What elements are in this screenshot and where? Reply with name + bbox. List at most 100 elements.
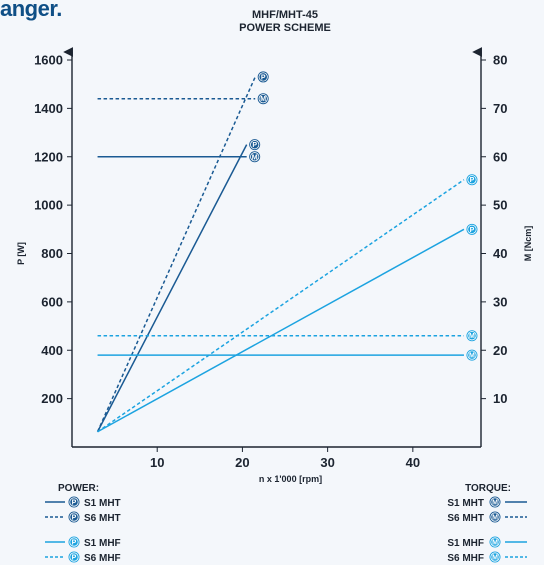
marker-letter: M <box>469 333 475 340</box>
marker-disc <box>68 536 80 548</box>
legend-torque-heading: TORQUE: <box>465 483 511 494</box>
legend-torque-marker: M <box>489 536 501 548</box>
marker-disc <box>68 496 80 508</box>
legend-power-marker: P <box>68 511 80 523</box>
y-right-tick-label: 80 <box>493 53 507 68</box>
marker-ring <box>467 175 477 185</box>
legend-torque-marker: M <box>489 511 501 523</box>
x-tick-label: 40 <box>406 455 420 470</box>
legend-power-label: S1 MHF <box>84 538 121 549</box>
y-left-tick-label: 800 <box>41 246 63 261</box>
s1-mhf-power-end-marker: P <box>466 223 478 235</box>
marker-letter: M <box>252 154 258 161</box>
s1-mhf-power-line <box>97 228 465 433</box>
marker-disc <box>489 511 501 523</box>
legend-power-marker: P <box>68 496 80 508</box>
y-right-tick-label: 30 <box>493 294 507 309</box>
marker-disc <box>68 511 80 523</box>
s6-mhf-power-line <box>97 179 465 433</box>
legend-power-label: S6 MHT <box>84 513 121 524</box>
s1-mht-torque-end-marker: M <box>249 151 261 163</box>
marker-letter: P <box>72 500 77 507</box>
marker-disc <box>466 223 478 235</box>
legend-power-label: S1 MHT <box>84 498 121 509</box>
marker-letter: P <box>72 540 77 547</box>
marker-letter: M <box>492 540 498 547</box>
legend-power-label: S6 MHF <box>84 553 121 564</box>
legend-power-marker: P <box>68 536 80 548</box>
marker-letter: M <box>492 500 498 507</box>
y-left-tick-label: 400 <box>41 343 63 358</box>
marker-ring <box>69 512 79 522</box>
marker-disc <box>257 93 269 105</box>
y-left-tick-label: 600 <box>41 294 63 309</box>
marker-ring <box>490 552 500 562</box>
marker-ring <box>258 94 268 104</box>
marker-ring <box>250 152 260 162</box>
marker-disc <box>257 71 269 83</box>
y-right-tick-label: 50 <box>493 198 507 213</box>
marker-disc <box>489 496 501 508</box>
x-tick-label: 30 <box>320 455 334 470</box>
legend-torque-label: S6 MHF <box>447 553 484 564</box>
chart-title: MHF/MHT-45 POWER SCHEME <box>230 9 340 35</box>
y-left-tick-label: 1000 <box>34 198 63 213</box>
s1-mht-power-end-marker: P <box>249 139 261 151</box>
s6-mhf-torque-end-marker: M <box>466 330 478 342</box>
y-axis-right-label: M [Ncm] <box>523 226 533 262</box>
y-left-tick-label: 1400 <box>34 101 63 116</box>
marker-letter: P <box>261 74 266 81</box>
marker-disc <box>466 349 478 361</box>
y-right-tick-label: 20 <box>493 343 507 358</box>
chart-title-line: MHF/MHT-45 <box>252 9 318 21</box>
marker-ring <box>490 512 500 522</box>
marker-disc <box>68 551 80 563</box>
marker-letter: M <box>492 555 498 562</box>
marker-ring <box>250 140 260 150</box>
legend-torque-marker: M <box>489 551 501 563</box>
legend-torque-label: S1 MHT <box>447 498 484 509</box>
marker-letter: P <box>72 555 77 562</box>
marker-ring <box>258 72 268 82</box>
marker-ring <box>467 331 477 341</box>
marker-disc <box>249 139 261 151</box>
s6-mht-power-end-marker: P <box>257 71 269 83</box>
x-tick-label: 10 <box>150 455 164 470</box>
s1-mhf-torque-end-marker: M <box>466 349 478 361</box>
marker-letter: P <box>470 177 475 184</box>
y-left-tick-label: 200 <box>41 391 63 406</box>
y-axis-left-label: P [W] <box>16 242 26 265</box>
marker-ring <box>69 537 79 547</box>
s6-mht-power-line <box>96 76 256 433</box>
y-right-tick-label: 60 <box>493 149 507 164</box>
y-left-tick-label: 1200 <box>34 149 63 164</box>
y-right-tick-label: 10 <box>493 391 507 406</box>
marker-ring <box>490 497 500 507</box>
marker-ring <box>490 537 500 547</box>
marker-disc <box>489 551 501 563</box>
brand-logo: anger. <box>0 0 62 21</box>
marker-ring <box>69 497 79 507</box>
x-tick-label: 20 <box>235 455 249 470</box>
y-right-tick-label: 70 <box>493 101 507 116</box>
marker-letter: P <box>72 515 77 522</box>
x-axis-label: n x 1'000 [rpm] <box>259 474 322 484</box>
marker-disc <box>489 536 501 548</box>
marker-ring <box>69 552 79 562</box>
marker-letter: M <box>469 353 475 360</box>
marker-letter: M <box>260 96 266 103</box>
marker-letter: P <box>470 227 475 234</box>
legend-torque-label: S6 MHT <box>447 513 484 524</box>
y-left-tick-label: 1600 <box>34 53 63 68</box>
marker-disc <box>249 151 261 163</box>
marker-letter: M <box>492 515 498 522</box>
s6-mhf-power-end-marker: P <box>466 174 478 186</box>
marker-ring <box>467 350 477 360</box>
legend-torque-label: S1 MHF <box>447 538 484 549</box>
legend-power-marker: P <box>68 551 80 563</box>
marker-ring <box>467 224 477 234</box>
marker-disc <box>466 174 478 186</box>
s1-mht-power-line <box>96 144 248 433</box>
legend-torque-marker: M <box>489 496 501 508</box>
